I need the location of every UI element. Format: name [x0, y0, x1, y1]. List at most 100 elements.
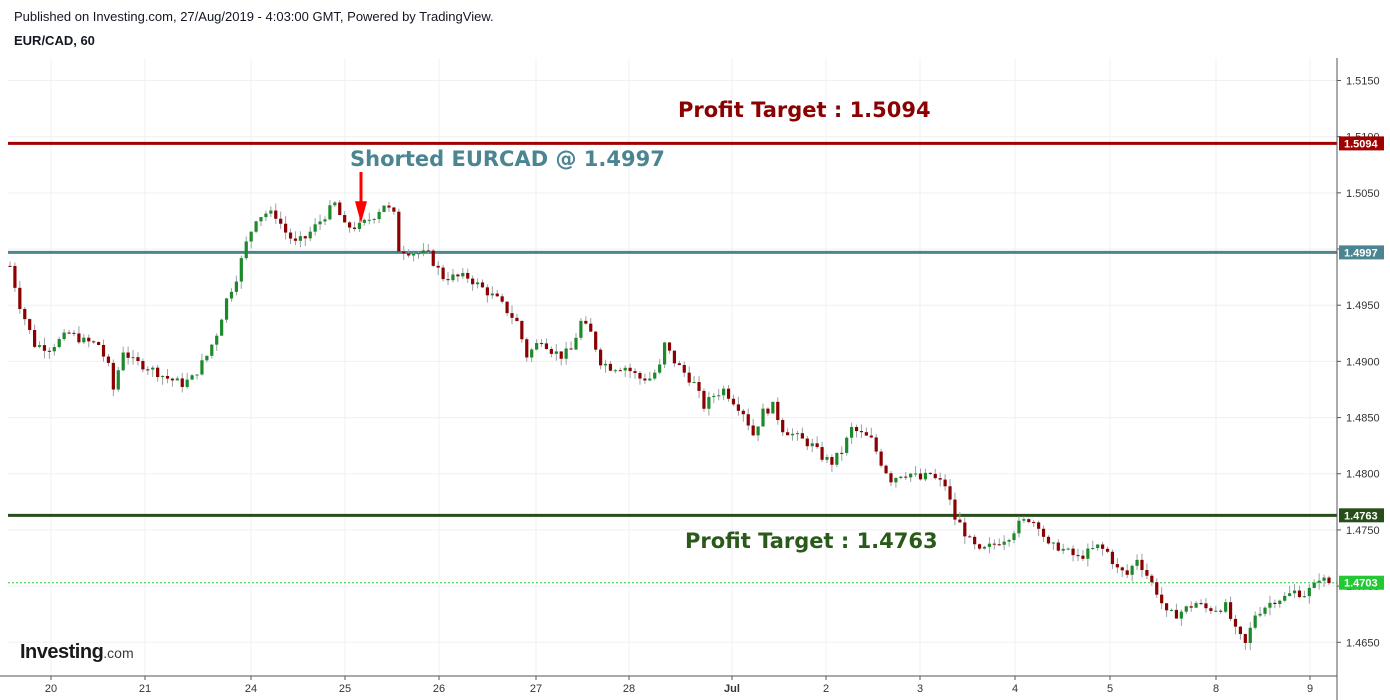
candle-down [1056, 542, 1060, 551]
x-tick-label: 27 [530, 683, 542, 695]
candle-down [284, 223, 288, 233]
y-tick-label: 1.4900 [1346, 356, 1380, 368]
y-tick-label: 1.4950 [1346, 300, 1380, 312]
candle-down [830, 457, 834, 465]
candle-up [224, 298, 229, 320]
candle-up [411, 253, 416, 256]
x-tick-label: Jul [724, 683, 740, 695]
price-tag-label: 1.4763 [1344, 510, 1378, 522]
x-tick-label: 21 [139, 683, 151, 695]
candle-up [1066, 548, 1070, 550]
annotation-text: Profit Target : 1.5094 [678, 98, 931, 122]
candle-down [510, 313, 514, 318]
candle-down [618, 370, 622, 372]
candle-down [815, 443, 819, 448]
candle-down [1071, 548, 1075, 556]
candle-down [111, 362, 115, 390]
candle-down [948, 486, 952, 500]
candle-down [544, 343, 549, 349]
chart-annotations: Profit Target : 1.5094 Shorted EURCAD @ 1… [350, 98, 938, 553]
candle-down [628, 367, 632, 372]
candle-down [495, 293, 499, 297]
candle-up [574, 337, 578, 350]
candle-down [854, 426, 859, 432]
y-tick-label: 1.4800 [1346, 469, 1380, 481]
candle-up [756, 426, 760, 436]
candle-up [717, 395, 721, 397]
logo-brand: Investing [20, 641, 104, 663]
y-tick-label: 1.4850 [1346, 413, 1380, 425]
candle-up [1002, 541, 1006, 545]
candle-down [338, 202, 342, 216]
candle-down [569, 348, 573, 350]
candle-down [480, 282, 485, 288]
candle-up [1130, 565, 1134, 575]
candle-up [259, 217, 263, 222]
candle-up [825, 457, 829, 460]
candle-down [471, 278, 475, 285]
candle-down [672, 350, 677, 364]
candle-up [151, 367, 155, 370]
candle-up [712, 395, 716, 398]
candle-down [697, 382, 701, 391]
candle-up [1017, 520, 1021, 534]
candle-up [416, 253, 421, 255]
candle-up [530, 349, 534, 358]
candle-up [894, 477, 898, 483]
candle-down [1164, 603, 1169, 611]
candle-up [1169, 609, 1174, 611]
candle-up [795, 433, 800, 435]
candle-down [515, 317, 519, 322]
candle-down [1219, 610, 1223, 612]
candle-up [662, 342, 667, 365]
candle-up [648, 378, 652, 381]
candle-down [1027, 519, 1031, 523]
candle-up [564, 348, 568, 359]
candle-up [62, 332, 66, 340]
candle-up [234, 281, 238, 292]
candle-down [953, 499, 957, 520]
candle-down [1140, 559, 1144, 571]
candle-down [431, 250, 435, 266]
candle-down [776, 401, 780, 421]
candle-down [520, 321, 524, 340]
candle-up [421, 250, 426, 254]
candle-down [682, 364, 686, 373]
candle-down [1076, 555, 1080, 557]
candle-up [1253, 615, 1257, 628]
candle-up [160, 375, 165, 378]
price-tag-label: 1.5094 [1344, 138, 1379, 150]
candle-down [1041, 528, 1046, 537]
candle-down [1327, 577, 1331, 584]
candle-up [200, 360, 204, 375]
candle-up [372, 219, 376, 221]
candle-down [731, 398, 736, 405]
candle-up [899, 476, 903, 478]
candle-down [1125, 570, 1129, 575]
candle-down [23, 308, 27, 320]
candle-down [505, 301, 509, 314]
candle-up [367, 219, 371, 221]
candle-up [1061, 548, 1065, 551]
candle-up [835, 452, 839, 465]
candle-down [549, 348, 553, 354]
candle-up [451, 274, 455, 281]
y-tick-label: 1.4650 [1346, 637, 1380, 649]
candle-down [101, 344, 106, 357]
candle-up [195, 374, 199, 376]
x-tick-label: 26 [433, 683, 445, 695]
candle-up [357, 222, 362, 229]
candle-up [658, 364, 662, 373]
candle-down [1228, 602, 1233, 619]
price-tag-label: 1.4703 [1344, 578, 1378, 590]
candle-down [1238, 626, 1243, 635]
candle-up [579, 320, 583, 338]
candle-down [92, 341, 96, 343]
candle-down [584, 320, 588, 324]
candle-up [603, 363, 608, 366]
candle-up [1135, 559, 1139, 566]
candle-down [293, 238, 298, 241]
candle-down [1101, 544, 1105, 549]
candle-down [559, 351, 563, 359]
